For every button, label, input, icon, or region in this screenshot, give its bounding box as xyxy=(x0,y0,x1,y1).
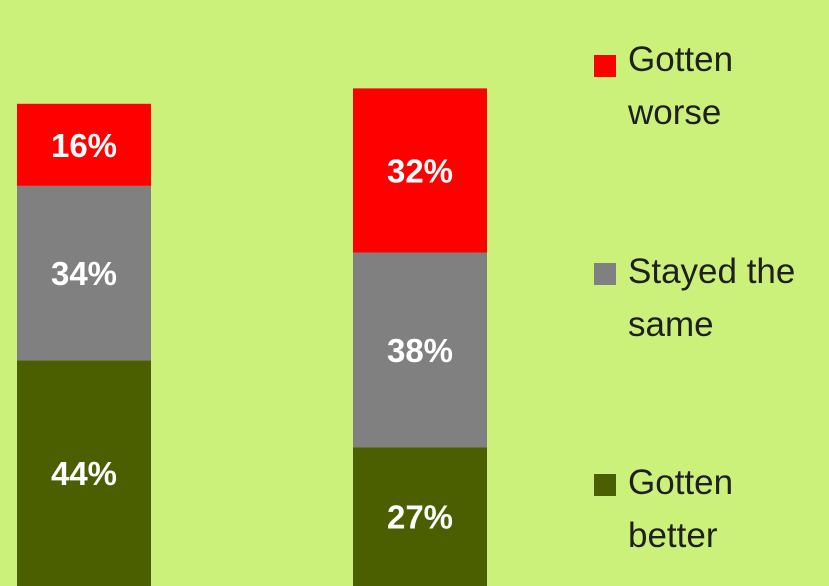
legend: Gotten worse Stayed the same Gotten bett… xyxy=(594,0,829,586)
data-label-1-stayed-the-same: 34% xyxy=(51,255,117,292)
data-label-group: 44% 34% 16% 27% 38% 32% xyxy=(51,127,453,536)
legend-swatch-gotten-better xyxy=(594,474,616,496)
bar-2-gotten-better xyxy=(353,447,487,586)
bar-2-stayed-the-same xyxy=(353,252,487,448)
bar-2-gotten-worse xyxy=(353,88,487,253)
data-label-2-stayed-the-same: 38% xyxy=(387,332,453,369)
bar-group xyxy=(17,88,487,586)
legend-swatch-gotten-worse xyxy=(594,55,616,77)
data-label-1-gotten-worse: 16% xyxy=(51,127,117,164)
legend-swatch-stayed-the-same xyxy=(594,263,616,285)
legend-label-gotten-worse: Gotten worse xyxy=(628,40,734,132)
bar-1-stayed-the-same xyxy=(17,185,151,361)
data-label-2-gotten-better: 27% xyxy=(387,499,453,536)
bar-1-gotten-better xyxy=(17,360,151,586)
bar-1-gotten-worse xyxy=(17,103,151,186)
legend-label-gotten-better: Gotten better xyxy=(628,463,734,555)
legend-label-stayed-the-same: Stayed the same xyxy=(628,252,796,344)
data-label-2-gotten-worse: 32% xyxy=(387,152,453,189)
data-label-1-gotten-better: 44% xyxy=(51,455,117,492)
